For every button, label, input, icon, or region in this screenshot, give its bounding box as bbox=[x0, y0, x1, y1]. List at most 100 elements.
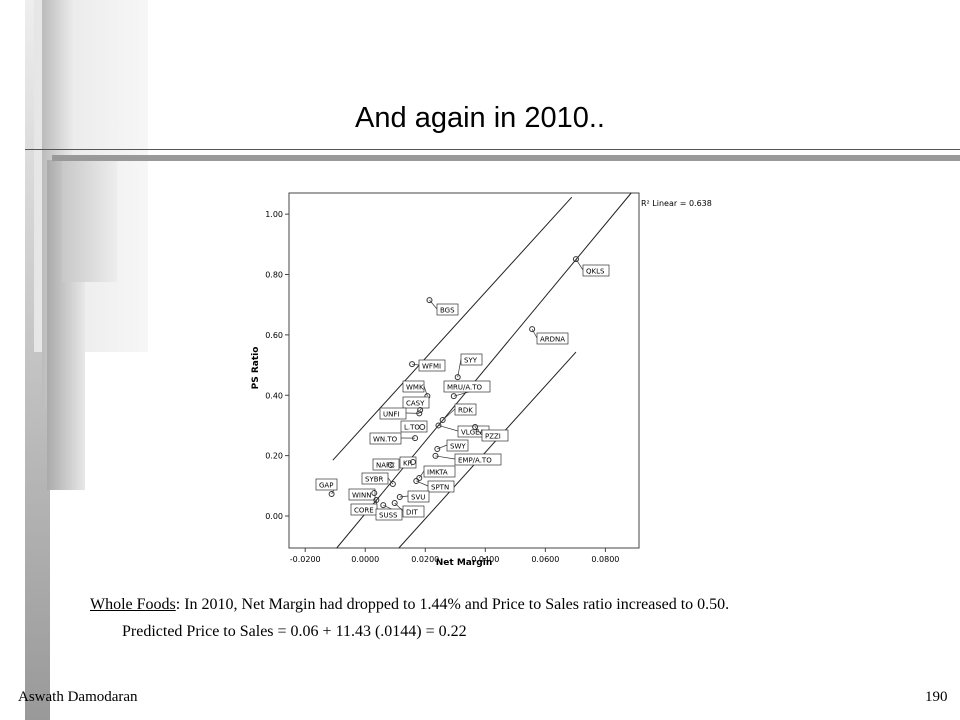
label-box bbox=[348, 488, 376, 501]
point-label: QKLS bbox=[586, 268, 605, 276]
fit-line bbox=[398, 351, 577, 549]
annotation: R² Linear = 0.638 bbox=[641, 199, 712, 208]
point-label: VLGEA bbox=[461, 429, 485, 437]
leader bbox=[438, 425, 459, 432]
leader bbox=[418, 470, 425, 479]
point bbox=[572, 256, 579, 263]
footer-author: Aswath Damodaran bbox=[18, 689, 138, 705]
label-box bbox=[402, 396, 430, 409]
footer-page: 190 bbox=[925, 689, 948, 705]
rule bbox=[25, 149, 960, 150]
x-tick-label: -0.0200 bbox=[290, 555, 321, 564]
leader bbox=[474, 426, 483, 436]
leader bbox=[437, 444, 448, 450]
x-tick-label: 0.0400 bbox=[471, 555, 499, 564]
label-box bbox=[443, 380, 491, 393]
leader bbox=[387, 477, 394, 485]
point bbox=[371, 490, 378, 497]
point bbox=[409, 361, 416, 368]
label-box bbox=[399, 456, 417, 469]
point-label: EMP/A.TO bbox=[458, 457, 492, 465]
y-tick-label: 0.40 bbox=[265, 391, 283, 400]
y-tick-label: 0.60 bbox=[265, 331, 283, 340]
label-box bbox=[372, 458, 400, 471]
leader bbox=[531, 328, 538, 339]
decor bbox=[62, 160, 117, 282]
label-box bbox=[454, 403, 477, 416]
point-label: WINN bbox=[352, 492, 371, 500]
label-box bbox=[402, 505, 425, 518]
point-label: WMK bbox=[406, 384, 424, 392]
point bbox=[432, 452, 439, 459]
label-box bbox=[536, 332, 569, 345]
point bbox=[380, 502, 387, 509]
point-label: SYY bbox=[464, 357, 478, 365]
label-box bbox=[418, 359, 446, 372]
point-label: UNFI bbox=[383, 411, 399, 419]
point-label: CORE bbox=[354, 507, 374, 515]
point bbox=[435, 422, 442, 429]
point-label: L.TO bbox=[404, 424, 420, 432]
point-label: CASY bbox=[406, 400, 425, 408]
point-label: NAFC bbox=[376, 462, 395, 470]
point bbox=[434, 445, 441, 452]
x-tick-label: 0.0600 bbox=[531, 555, 559, 564]
point bbox=[328, 490, 335, 497]
point bbox=[413, 477, 420, 484]
point bbox=[412, 435, 419, 442]
label-box bbox=[427, 480, 455, 493]
point bbox=[373, 497, 380, 504]
plot-frame bbox=[288, 192, 640, 549]
point-label: WN.TO bbox=[373, 436, 398, 444]
note: Whole Foods: In 2010, Net Margin had dro… bbox=[90, 591, 950, 645]
point bbox=[387, 461, 394, 468]
point-label: RDK bbox=[458, 407, 473, 415]
y-tick-label: 0.00 bbox=[265, 512, 283, 521]
leader bbox=[423, 385, 428, 397]
point bbox=[417, 407, 424, 414]
rule bbox=[52, 155, 960, 161]
leader bbox=[429, 299, 438, 310]
point bbox=[439, 417, 446, 424]
title: And again in 2010.. bbox=[355, 102, 605, 134]
leader bbox=[394, 502, 404, 512]
point-label: SPTN bbox=[431, 484, 449, 492]
point bbox=[426, 297, 433, 304]
point bbox=[409, 458, 416, 465]
y-tick-label: 0.80 bbox=[265, 271, 283, 280]
point-label: GAP bbox=[319, 482, 333, 490]
point-label: WFMI bbox=[422, 363, 441, 371]
leader bbox=[412, 363, 420, 366]
label-box bbox=[582, 264, 610, 277]
note-subject: Whole Foods bbox=[90, 596, 176, 613]
label-box bbox=[407, 490, 430, 503]
x-tick-label: 0.0000 bbox=[351, 555, 379, 564]
point-label: SVU bbox=[411, 494, 425, 502]
point-label: ARDNA bbox=[540, 336, 565, 344]
y-tick-label: 1.00 bbox=[265, 210, 283, 219]
label-box bbox=[481, 429, 509, 442]
fit-line bbox=[332, 196, 573, 461]
label-box bbox=[375, 508, 403, 521]
point bbox=[529, 326, 536, 333]
label-box bbox=[369, 432, 402, 445]
point bbox=[450, 393, 457, 400]
point bbox=[472, 423, 479, 430]
point bbox=[454, 374, 461, 381]
note-line2: Predicted Price to Sales = 0.06 + 11.43 … bbox=[122, 623, 467, 640]
leader bbox=[435, 455, 456, 460]
label-box bbox=[460, 353, 483, 366]
point-label: KR bbox=[403, 460, 413, 468]
point-label: MRU/A.TO bbox=[447, 384, 483, 392]
x-tick-label: 0.0200 bbox=[411, 555, 439, 564]
y-tick-label: 0.20 bbox=[265, 452, 283, 461]
point-label: DIT bbox=[406, 509, 418, 517]
label-box bbox=[400, 420, 428, 433]
point-label: SUSS bbox=[379, 512, 398, 520]
point bbox=[416, 410, 423, 417]
label-box bbox=[379, 407, 407, 420]
point-label: SWY bbox=[450, 443, 466, 451]
label-box bbox=[361, 472, 389, 485]
point bbox=[389, 481, 396, 488]
